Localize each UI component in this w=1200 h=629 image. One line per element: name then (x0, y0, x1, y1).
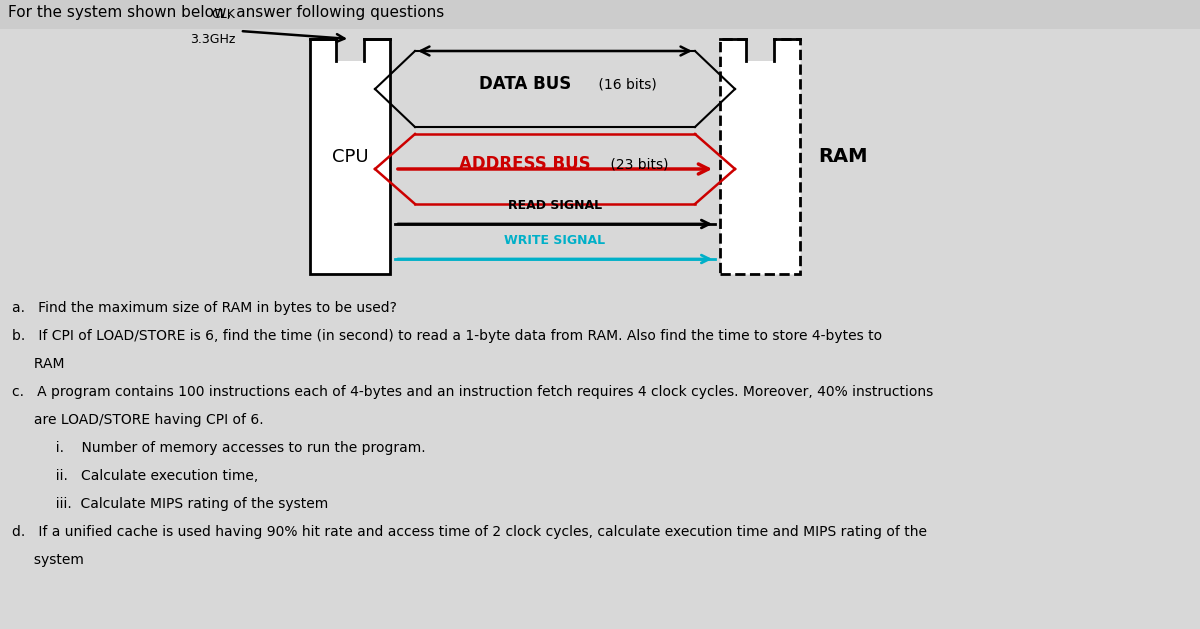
Bar (0, 0, 1200, 29)
Text: d.   If a unified cache is used having 90% hit rate and access time of 2 clock c: d. If a unified cache is used having 90%… (12, 525, 928, 539)
Text: i.    Number of memory accesses to run the program.: i. Number of memory accesses to run the … (12, 441, 426, 455)
Text: b.   If CPI of LOAD/STORE is 6, find the time (in second) to read a 1-byte data : b. If CPI of LOAD/STORE is 6, find the t… (12, 329, 882, 343)
Text: iii.  Calculate MIPS rating of the system: iii. Calculate MIPS rating of the system (12, 497, 329, 511)
Text: c.   A program contains 100 instructions each of 4-bytes and an instruction fetc: c. A program contains 100 instructions e… (12, 385, 934, 399)
Bar (720, 39, 800, 274)
Text: system: system (12, 553, 84, 567)
Bar (310, 39, 390, 274)
Text: RAM: RAM (818, 147, 868, 166)
Text: CLK: CLK (211, 8, 235, 21)
Bar (746, 37, 774, 61)
Text: CPU: CPU (331, 147, 368, 165)
Text: WRITE SIGNAL: WRITE SIGNAL (504, 234, 606, 247)
Text: For the system shown below, answer following questions: For the system shown below, answer follo… (8, 6, 444, 21)
Text: 3.3GHz: 3.3GHz (190, 33, 235, 46)
Text: DATA BUS: DATA BUS (479, 75, 571, 93)
Text: RAM: RAM (12, 357, 65, 371)
Text: ii.   Calculate execution time,: ii. Calculate execution time, (12, 469, 258, 483)
Text: READ SIGNAL: READ SIGNAL (508, 199, 602, 212)
Bar (336, 37, 364, 61)
Text: are LOAD/STORE having CPI of 6.: are LOAD/STORE having CPI of 6. (12, 413, 264, 427)
Text: (23 bits): (23 bits) (606, 157, 668, 171)
Text: (16 bits): (16 bits) (594, 77, 656, 91)
Text: ADDRESS BUS: ADDRESS BUS (460, 155, 590, 173)
Text: a.   Find the maximum size of RAM in bytes to be used?: a. Find the maximum size of RAM in bytes… (12, 301, 397, 315)
